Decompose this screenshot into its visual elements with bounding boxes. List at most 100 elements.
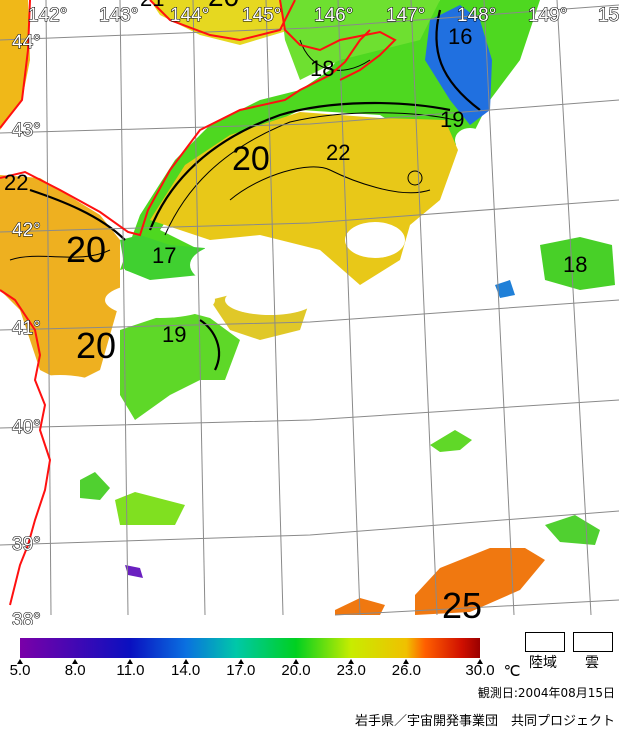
parallel-44 <box>0 4 619 41</box>
sst-region-patch-green3 <box>430 430 472 452</box>
graticule <box>0 0 619 616</box>
scale-tick-label: 8.0 <box>64 662 86 679</box>
isotherm-22 <box>229 166 431 201</box>
isotherm-ring <box>407 170 423 186</box>
cloud <box>5 375 115 425</box>
longitude-labels: 142° 143° 144° 145° 146° 147° 148° 149° … <box>27 4 619 26</box>
lon-label-142: 142° <box>28 5 67 26</box>
lat-label-44: 44° <box>12 32 41 53</box>
unit-label: ℃ <box>503 663 521 680</box>
meridian-149 <box>556 0 592 616</box>
meridian-145 <box>265 0 284 616</box>
isotherm-21 <box>164 112 456 236</box>
sst-region-southeast-orange <box>415 548 545 615</box>
land-label: 陸域 <box>529 655 557 671</box>
sst-region-east-green <box>540 237 615 290</box>
isotherm-18 <box>299 39 371 71</box>
isotherm-west <box>9 249 111 261</box>
scale-tick-mark <box>293 659 299 664</box>
cloud-mask <box>5 128 485 430</box>
lon-label-146: 146° <box>314 5 353 26</box>
sst-region-patch-green <box>115 492 185 525</box>
coastline-north <box>149 0 296 42</box>
coastline-honshu <box>0 289 52 606</box>
sst-region-mid-green <box>120 310 240 420</box>
scale-tick-mark <box>17 659 23 664</box>
isotherm-labels: 20 20 20 22 22 17 19 19 18 18 16 25 21 2… <box>4 0 587 625</box>
isotherm-20-west <box>29 188 126 241</box>
lat-label-42: 42° <box>12 220 41 241</box>
coastline-hokkaido-south <box>0 29 371 237</box>
scale-tick-label: 5.0 <box>9 662 31 679</box>
meridian-143 <box>119 0 129 616</box>
cloud <box>225 285 315 315</box>
cloud <box>105 282 215 318</box>
scale-tick-label: 30.0 <box>465 662 495 679</box>
lon-label-144: 144° <box>170 5 209 26</box>
observation-date: 観測日:2004年08月15日 <box>477 686 615 700</box>
parallel-42 <box>0 199 619 233</box>
isotherm-label: 18 <box>563 252 587 277</box>
latitude-labels: 44° 43° 42° 41° 40° 39° 38° <box>11 31 41 625</box>
isotherm-label: 20 <box>76 325 116 366</box>
sst-region-patch-green4 <box>545 515 600 545</box>
isotherm-label: 20 <box>66 229 106 270</box>
lat-label-40: 40° <box>12 417 41 438</box>
lon-label-150: 15 <box>598 5 619 26</box>
isotherm-label: 25 <box>442 585 482 625</box>
meridian-142 <box>45 0 52 616</box>
isotherm-label: 18 <box>310 56 334 81</box>
sst-region-patch-purple <box>125 565 143 578</box>
isotherm-label: 20 <box>208 0 239 12</box>
isotherm-label: 20 <box>232 140 270 178</box>
cloud <box>345 222 405 258</box>
parallel-41 <box>0 299 619 331</box>
scale-tick-label: 17.0 <box>226 662 256 679</box>
lon-label-148: 148° <box>457 5 496 26</box>
lon-label-143: 143° <box>99 5 138 26</box>
meridian-146 <box>337 0 361 616</box>
isotherm-19-mid <box>199 319 221 371</box>
scale-tick-mark <box>403 659 410 664</box>
scale-tick-mark <box>348 659 355 664</box>
land-swatch <box>525 632 565 652</box>
coastline-hokkaido-west <box>0 0 31 129</box>
map-bottom-edge <box>334 599 619 616</box>
cloud-swatch <box>573 632 613 652</box>
credit-text: 岩手県／宇宙開発事業団 共同プロジェクト <box>354 714 615 729</box>
coastline <box>0 0 397 606</box>
isotherms <box>9 9 481 371</box>
isotherm-label: 17 <box>152 243 176 268</box>
lon-label-149: 149° <box>528 5 567 26</box>
isotherm-label: 19 <box>162 322 186 347</box>
lat-label-43: 43° <box>12 120 41 141</box>
isotherm-label: 22 <box>4 170 28 195</box>
isotherm-19 <box>435 9 481 111</box>
lat-label-39: 39° <box>12 534 41 555</box>
cloud <box>190 240 310 290</box>
lon-label-145: 145° <box>242 5 281 26</box>
sst-region-patch-green2 <box>80 472 110 500</box>
scale-tick-mark <box>477 659 483 664</box>
coastline-nemuro <box>279 0 397 81</box>
isotherm-label: 16 <box>448 24 472 49</box>
isotherm-label: 19 <box>440 107 464 132</box>
isotherm-label: 21 <box>140 0 164 11</box>
parallel-43 <box>0 99 619 134</box>
meridian-144 <box>192 0 206 616</box>
scale-tick-label: 20.0 <box>281 662 311 679</box>
cloud <box>170 390 250 430</box>
meridian-148 <box>483 0 515 616</box>
sst-region-patch-blue <box>495 280 515 298</box>
lon-label-147: 147° <box>386 5 425 26</box>
cloud-label: 雲 <box>585 655 599 671</box>
meridian-147 <box>410 0 438 616</box>
scale-tick-mark <box>127 659 134 664</box>
scale-tick-label: 23.0 <box>336 662 366 679</box>
temperature-color-scale <box>20 638 480 658</box>
scale-tick-label: 11.0 <box>116 662 145 679</box>
sst-region-west-orange-south <box>0 175 120 385</box>
scale-tick-mark <box>182 659 189 664</box>
sst-region-west-green <box>120 235 205 280</box>
scale-tick-label: 26.0 <box>391 662 421 679</box>
